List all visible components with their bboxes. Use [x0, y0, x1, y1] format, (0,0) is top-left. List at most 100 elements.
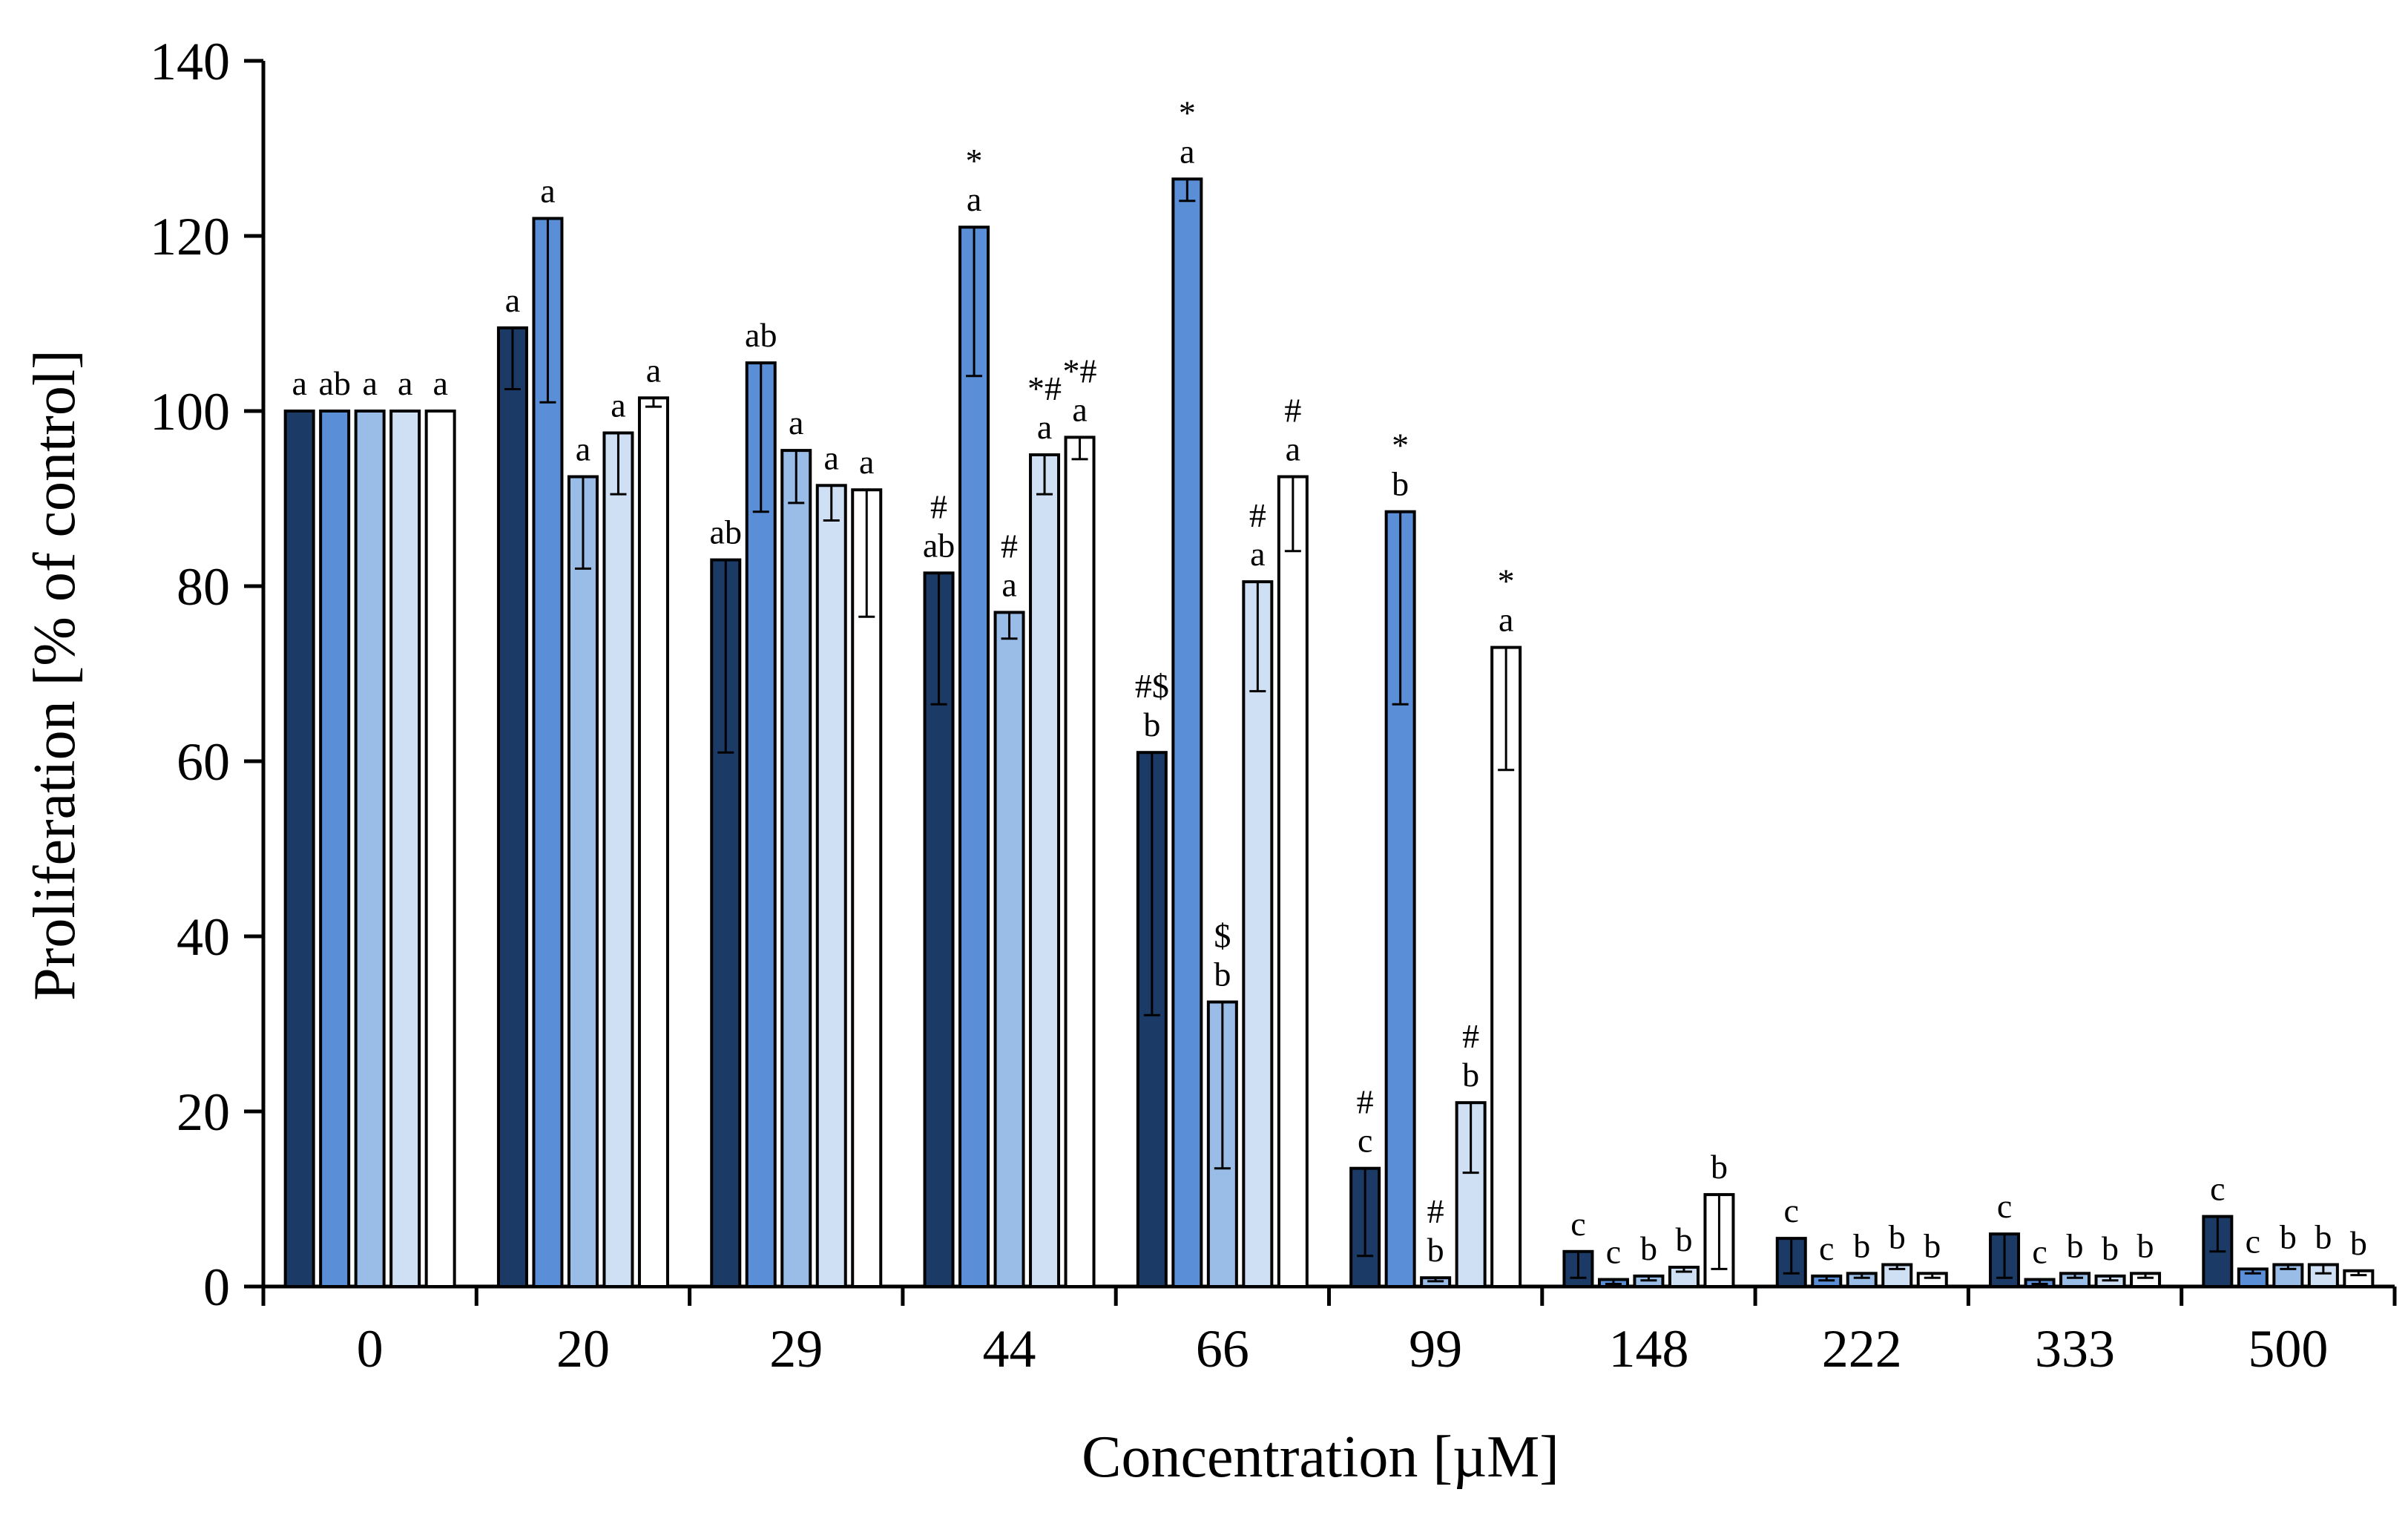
y-tick-label: 20 — [177, 1082, 230, 1142]
significance-label: c — [1997, 1187, 2012, 1225]
significance-label: *# — [1063, 352, 1097, 390]
bar — [567, 475, 599, 1288]
significance-label: c — [1358, 1122, 1372, 1160]
y-tick-label: 60 — [177, 732, 230, 792]
significance-label: b — [2137, 1226, 2154, 1264]
significance-label: # — [1001, 527, 1018, 565]
significance-label: a — [432, 364, 447, 402]
bar — [958, 226, 990, 1289]
significance-label: b — [1924, 1226, 1941, 1264]
bar — [637, 396, 669, 1288]
significance-label: b — [1214, 956, 1231, 993]
y-tick-label: 120 — [150, 207, 230, 266]
bar — [993, 611, 1025, 1288]
significance-label: a — [646, 351, 661, 389]
y-tick-label: 40 — [177, 907, 230, 967]
bar — [2272, 1263, 2304, 1288]
significance-label: a — [859, 443, 874, 481]
x-tick-label: 20 — [556, 1319, 610, 1379]
bar — [780, 449, 812, 1288]
significance-label: a — [362, 364, 377, 402]
x-tick-label: 66 — [1196, 1319, 1249, 1379]
significance-label: b — [1392, 465, 1409, 503]
significance-label: # — [1462, 1017, 1479, 1055]
y-axis: 0 20 40 60 80 100 120 140 — [150, 32, 266, 1317]
significance-label: c — [1819, 1229, 1834, 1267]
significance-label: c — [2246, 1222, 2260, 1260]
significance-label: b — [2315, 1218, 2332, 1256]
bar — [1242, 580, 1274, 1288]
significance-label: a — [824, 438, 839, 476]
bar — [815, 484, 847, 1288]
significance-label: c — [2032, 1233, 2047, 1271]
y-tick-label: 140 — [150, 32, 230, 91]
x-tick-label: 0 — [357, 1319, 384, 1379]
significance-label: b — [1675, 1220, 1692, 1258]
bars — [283, 177, 2375, 1289]
x-tick-label: 44 — [983, 1319, 1036, 1379]
significance-label: a — [1250, 535, 1265, 573]
x-tick-label: 500 — [2248, 1319, 2328, 1379]
bar — [1277, 475, 1309, 1288]
significance-label: ab — [710, 513, 742, 551]
significance-label: b — [1853, 1226, 1870, 1264]
significance-label: c — [1784, 1192, 1799, 1229]
significance-label: b — [1427, 1231, 1444, 1269]
significance-label: a — [1037, 408, 1052, 446]
bar — [745, 361, 777, 1289]
x-tick-label: 222 — [1822, 1319, 1902, 1379]
significance-label: #$ — [1135, 667, 1169, 705]
significance-label: b — [2067, 1226, 2084, 1264]
significance-label: b — [1143, 706, 1160, 743]
significance-label: a — [398, 364, 412, 402]
significance-label: b — [2280, 1218, 2297, 1256]
bar — [354, 410, 386, 1288]
significance-label: # — [1249, 496, 1266, 534]
bar — [1064, 436, 1096, 1288]
significance-label: b — [1711, 1148, 1728, 1186]
significance-label: a — [1180, 132, 1194, 170]
significance-label: * — [1392, 427, 1409, 464]
significance-label: $ — [1214, 917, 1231, 955]
x-tick-label: 148 — [1608, 1319, 1688, 1379]
significance-label: # — [1427, 1192, 1444, 1230]
significance-label: # — [1357, 1083, 1374, 1121]
significance-label: a — [967, 180, 981, 218]
significance-label: a — [576, 430, 591, 468]
significance-label: a — [1499, 601, 1513, 639]
bar — [424, 410, 456, 1288]
significance-label: a — [611, 387, 625, 424]
significance-label: a — [1286, 430, 1300, 468]
significance-label: a — [1072, 390, 1087, 428]
x-axis: 0 20 29 44 66 99 148 222 333 500 — [261, 1284, 2397, 1379]
y-tick-label: 0 — [203, 1258, 230, 1317]
significance-label: c — [2210, 1170, 2225, 1208]
bar — [1029, 453, 1061, 1288]
significance-label: b — [1462, 1056, 1479, 1094]
significance-label: ab — [923, 526, 955, 564]
significance-label: a — [789, 404, 803, 441]
significance-label: a — [1001, 565, 1016, 603]
y-tick-label: 80 — [177, 557, 230, 617]
x-axis-title: Concentration [µM] — [1082, 1425, 1559, 1490]
bar — [851, 488, 883, 1289]
significance-label: ab — [318, 364, 350, 402]
significance-label: c — [1606, 1233, 1621, 1271]
significance-label: # — [1284, 392, 1301, 430]
bar — [496, 326, 528, 1288]
significance-label: a — [540, 171, 555, 209]
significance-label: b — [2102, 1229, 2119, 1267]
x-tick-label: 99 — [1409, 1319, 1462, 1379]
y-axis-title: Proliferation [% of control] — [22, 349, 88, 1001]
significance-label: a — [505, 281, 520, 319]
significance-label: ab — [745, 316, 777, 354]
significance-label: * — [966, 142, 983, 180]
bar — [602, 431, 634, 1288]
significance-label: *# — [1027, 369, 1062, 407]
y-tick-label: 100 — [150, 382, 230, 441]
x-tick-label: 333 — [2035, 1319, 2115, 1379]
significance-label: a — [292, 364, 306, 402]
significance-label: b — [1889, 1218, 1906, 1256]
